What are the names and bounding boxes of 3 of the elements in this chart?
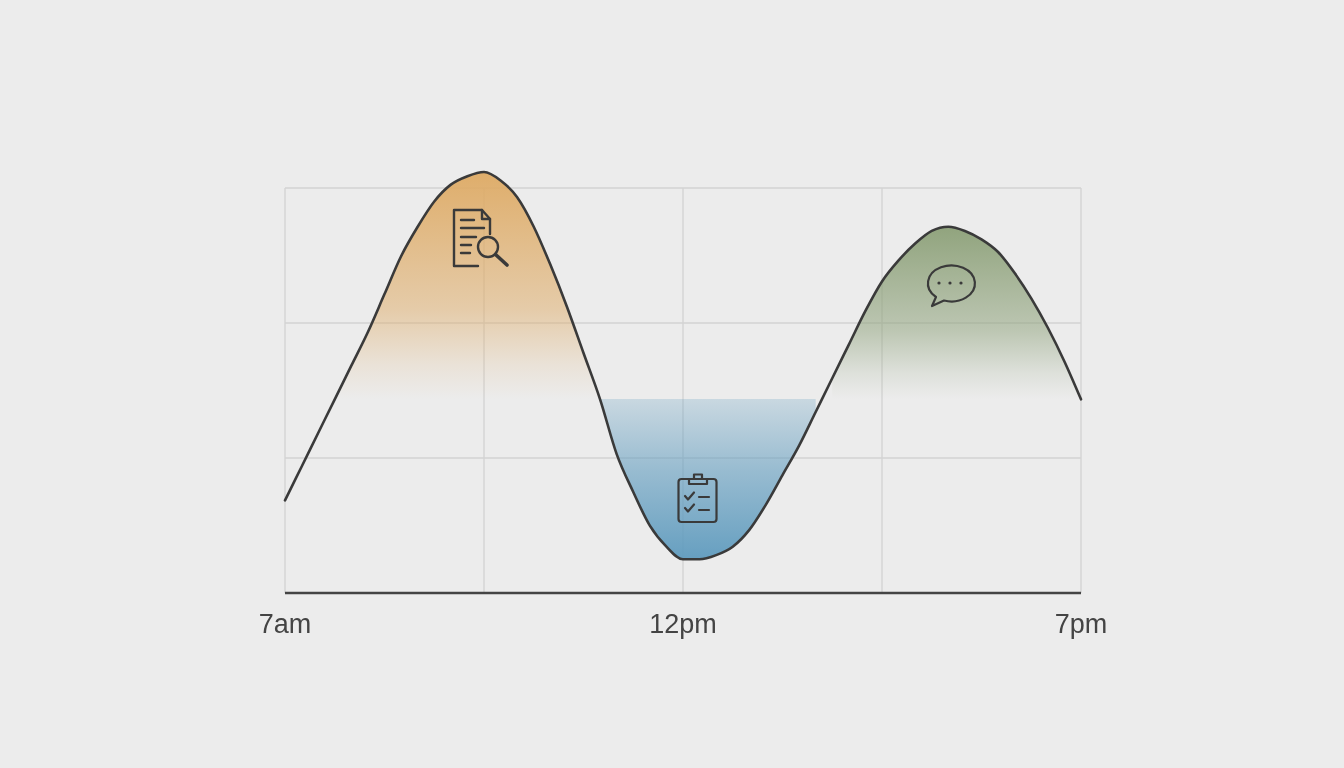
x-tick-label: 7am bbox=[258, 609, 312, 639]
x-tick-label: 12pm bbox=[649, 609, 717, 639]
x-tick-label: 7pm bbox=[1054, 609, 1108, 639]
